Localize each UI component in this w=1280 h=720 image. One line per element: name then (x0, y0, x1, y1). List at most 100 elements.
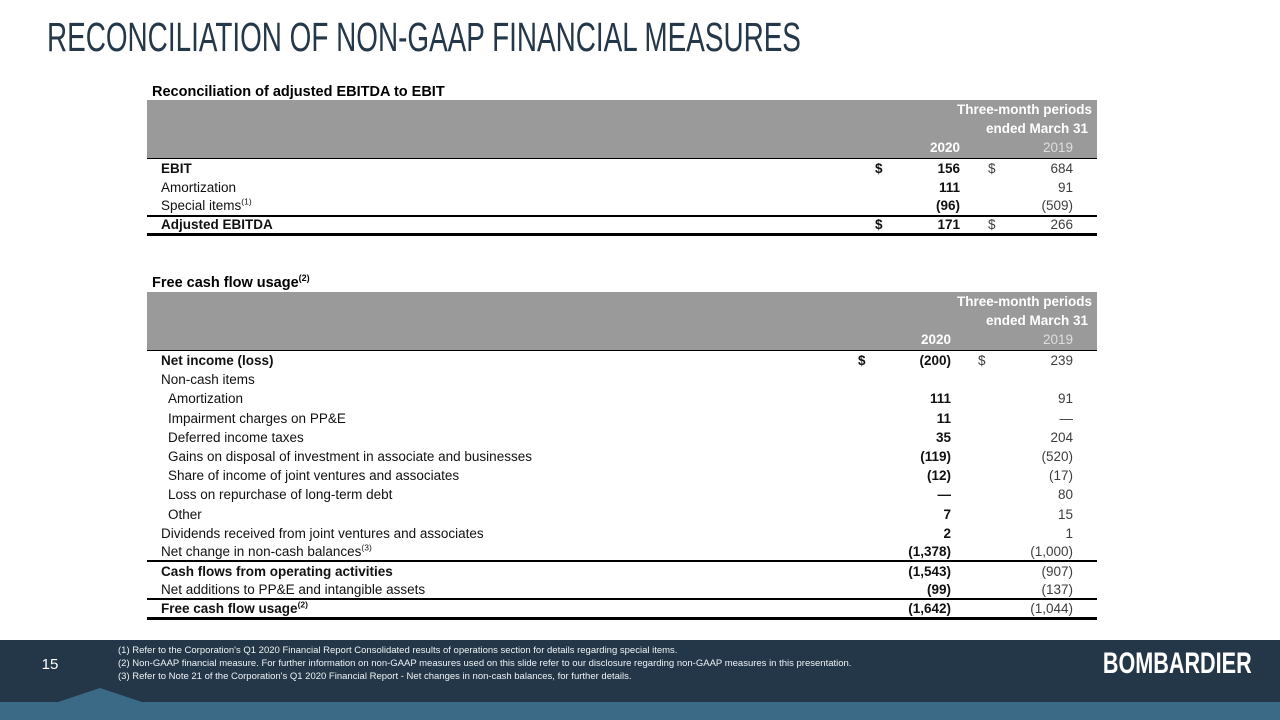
footnote-1: (1) Refer to the Corporation's Q1 2020 F… (118, 645, 678, 656)
value-2020: (119) (920, 448, 951, 464)
value-2020: (200) (919, 353, 951, 368)
value-2019: (137) (1041, 582, 1073, 598)
value-2020: (1,378) (908, 543, 951, 559)
section-heading-fcf: Free cash flow usage(2) (152, 273, 310, 291)
row-label: Net additions to PP&E and intangible ass… (161, 582, 426, 598)
value-2020: 156 (937, 161, 960, 176)
value-2019: (520) (1041, 448, 1073, 464)
year-header-row: 2020 2019 (147, 138, 1097, 158)
row-label: Gains on disposal of investment in assoc… (168, 448, 532, 464)
footnote-2: (2) Non-GAAP financial measure. For furt… (118, 658, 852, 670)
year-2019-label: 2019 (1042, 332, 1073, 347)
value-2020: (1,642) (908, 600, 951, 616)
footer-bar (0, 640, 1280, 702)
row-label: EBIT (161, 161, 192, 176)
table-row: Net additions to PP&E and intangible ass… (147, 581, 1097, 601)
dollar-sign: $ (858, 353, 866, 368)
row-label: Cash flows from operating activities (161, 564, 393, 580)
table-row: Amortization 111 91 (147, 389, 1097, 408)
value-2020: — (937, 487, 952, 503)
value-2019: 239 (1050, 353, 1073, 368)
page-number: 15 (41, 656, 59, 673)
period-label-line2: ended March 31 (985, 313, 1088, 328)
bombardier-logo: BOMBARDIER (1103, 647, 1252, 680)
table-row: Deferred income taxes 35 204 (147, 428, 1097, 447)
value-2020: (12) (926, 468, 951, 484)
table-row: Special items(1) (96) (509) (147, 196, 1097, 217)
value-2019: 15 (1057, 506, 1073, 522)
year-2020-label: 2020 (920, 332, 951, 347)
year-2019-label: 2019 (1042, 140, 1073, 155)
value-2019: — (1059, 410, 1074, 426)
table-row-subtotal: Cash flows from operating activities (1,… (147, 562, 1097, 581)
row-superscript: (3) (361, 542, 372, 553)
row-label: Net income (loss) (161, 353, 274, 368)
value-2020: (96) (935, 198, 960, 214)
table-row: Impairment charges on PP&E 11 — (147, 409, 1097, 428)
period-label-line1: Three-month periods (956, 102, 1092, 117)
value-2019: (1,000) (1030, 543, 1073, 559)
value-2020: (99) (926, 582, 951, 598)
row-label: Amortization (161, 180, 237, 196)
page-title: RECONCILIATION OF NON-GAAP FINANCIAL MEA… (47, 14, 801, 60)
dollar-sign: $ (875, 161, 883, 176)
value-2019: (17) (1048, 468, 1073, 484)
value-2019: (509) (1041, 198, 1073, 214)
row-label: Impairment charges on PP&E (168, 410, 346, 426)
dollar-sign: $ (988, 161, 996, 176)
value-2019: 266 (1050, 217, 1073, 233)
table-row: Gains on disposal of investment in assoc… (147, 447, 1097, 466)
value-2020: 2 (943, 525, 951, 541)
row-label: Loss on repurchase of long-term debt (168, 487, 393, 503)
section-heading-superscript: (2) (298, 273, 310, 283)
row-superscript: (1) (241, 196, 252, 207)
value-2020: 7 (943, 506, 951, 522)
table-row: Net change in non-cash balances(3) (1,37… (147, 542, 1097, 563)
section-heading-text: Free cash flow usage (152, 274, 299, 291)
table-header-band: Three-month periods ended March 31 2020 … (147, 100, 1097, 159)
value-2020: 11 (936, 410, 951, 426)
value-2020: (1,543) (908, 564, 951, 580)
value-2020: 111 (938, 180, 960, 196)
value-2019: 91 (1057, 391, 1073, 407)
table-row: Amortization 111 91 (147, 178, 1097, 197)
period-label-line1: Three-month periods (956, 294, 1092, 309)
table-row: Dividends received from joint ventures a… (147, 524, 1097, 543)
value-2019: 684 (1050, 161, 1073, 176)
section-heading-text: Reconciliation of adjusted EBITDA to EBI… (152, 83, 445, 100)
value-2019: (1,044) (1030, 600, 1073, 616)
row-label: Share of income of joint ventures and as… (168, 468, 460, 484)
year-2020-label: 2020 (929, 140, 960, 155)
row-superscript: (2) (297, 599, 308, 610)
row-label: Adjusted EBITDA (161, 217, 273, 233)
table-row: EBIT $ 156 $ 684 (147, 159, 1097, 178)
row-label: Deferred income taxes (168, 429, 304, 445)
value-2019: 1 (1065, 525, 1073, 541)
footnote-3: (3) Refer to Note 21 of the Corporation'… (118, 671, 632, 683)
value-2019: (907) (1041, 564, 1073, 580)
table-row: Share of income of joint ventures and as… (147, 466, 1097, 485)
table-adjusted-ebitda: Three-month periods ended March 31 2020 … (147, 100, 1097, 236)
value-2020: 111 (929, 391, 951, 407)
dollar-sign: $ (978, 353, 986, 368)
value-2019: 204 (1050, 429, 1073, 445)
dollar-sign: $ (875, 217, 883, 233)
table-row-total: Adjusted EBITDA $ 171 $ 266 (147, 217, 1097, 236)
table-free-cash-flow: Three-month periods ended March 31 2020 … (147, 292, 1097, 620)
row-label: Free cash flow usage(2) (161, 599, 308, 616)
footnotes: (1) Refer to the Corporation's Q1 2020 F… (118, 644, 851, 684)
accent-triangle (58, 688, 142, 702)
section-heading-ebitda: Reconciliation of adjusted EBITDA to EBI… (152, 82, 445, 100)
table-row: Loss on repurchase of long-term debt — 8… (147, 485, 1097, 504)
value-2020: 171 (937, 217, 960, 233)
table-header-band: Three-month periods ended March 31 2020 … (147, 292, 1097, 351)
year-header-row: 2020 2019 (147, 330, 1097, 350)
period-label-line2: ended March 31 (985, 121, 1088, 136)
bottom-accent-bar (0, 702, 1280, 720)
row-label: Net change in non-cash balances(3) (161, 542, 372, 559)
value-2020: 35 (935, 429, 951, 445)
dollar-sign: $ (988, 217, 996, 233)
table-row: Other 7 15 (147, 505, 1097, 524)
row-label: Amortization (168, 391, 244, 407)
row-label: Special items(1) (161, 196, 252, 214)
